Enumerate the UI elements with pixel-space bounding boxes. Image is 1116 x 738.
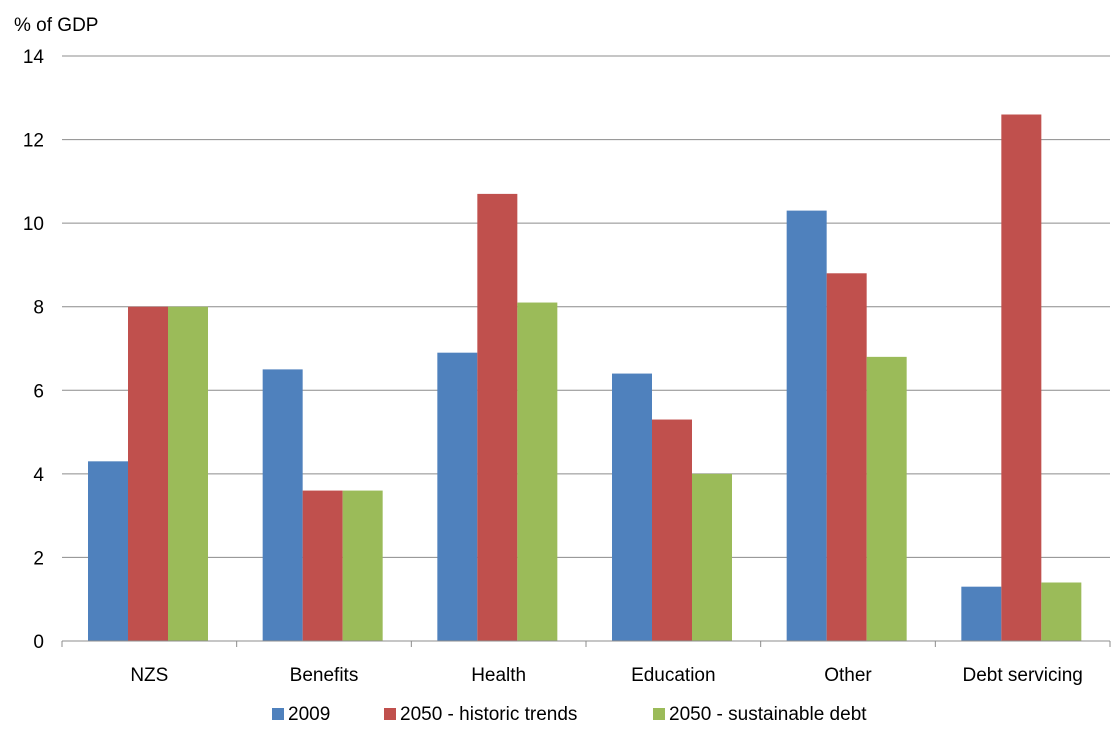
bar-nzs-series-1 <box>128 306 168 641</box>
y-axis-title: % of GDP <box>14 15 98 36</box>
bar-education-series-1 <box>652 419 692 641</box>
bar-other-series-2 <box>866 356 907 641</box>
y-tick-label: 12 <box>23 131 44 152</box>
bar-health-series-2 <box>517 302 558 641</box>
bar-debt-servicing-series-2 <box>1041 582 1082 641</box>
y-tick-label: 2 <box>33 548 44 569</box>
legend-swatch <box>384 708 396 720</box>
bar-debt-servicing-series-1 <box>1001 114 1042 641</box>
y-tick-label: 0 <box>33 632 44 653</box>
bar-other-series-0 <box>786 210 827 641</box>
bar-debt-servicing-series-0 <box>961 586 1002 641</box>
x-tick-label: Other <box>824 665 872 686</box>
bar-health-series-1 <box>477 193 518 641</box>
bar-nzs-series-0 <box>88 461 128 641</box>
bar-benefits-series-1 <box>302 490 343 641</box>
legend-label: 2009 <box>288 704 330 725</box>
bar-benefits-series-0 <box>262 369 303 641</box>
bar-other-series-1 <box>826 273 867 641</box>
gridlines <box>62 55 1110 558</box>
x-tick-label: Education <box>631 665 716 686</box>
legend-swatch <box>272 708 284 720</box>
y-tick-label: 10 <box>23 214 44 235</box>
axes: 0 2 4 6 8 10 12 14 NZS Benefits Health Education Oth… <box>23 47 1111 686</box>
y-tick-label: 8 <box>33 298 44 319</box>
bar-education-series-2 <box>692 473 732 641</box>
y-tick-label: 4 <box>33 465 44 486</box>
legend-swatch <box>653 708 665 720</box>
legend: 2009 2050 - historic trends 2050 - sustain… <box>272 704 867 725</box>
y-tick-label: 14 <box>23 47 45 68</box>
x-tick-label: NZS <box>130 665 168 686</box>
bar-benefits-series-2 <box>342 490 383 641</box>
bar-health-series-0 <box>437 352 478 641</box>
y-tick-label: 6 <box>33 381 44 402</box>
bar-nzs-series-2 <box>168 306 208 641</box>
legend-label: 2050 - historic trends <box>400 704 577 725</box>
x-tick-label: Debt servicing <box>962 665 1082 686</box>
bars <box>88 114 1082 641</box>
bar-education-series-0 <box>612 373 652 641</box>
x-tick-label: Health <box>471 665 526 686</box>
x-tick-label: Benefits <box>290 665 359 686</box>
legend-label: 2050 - sustainable debt <box>669 704 867 725</box>
